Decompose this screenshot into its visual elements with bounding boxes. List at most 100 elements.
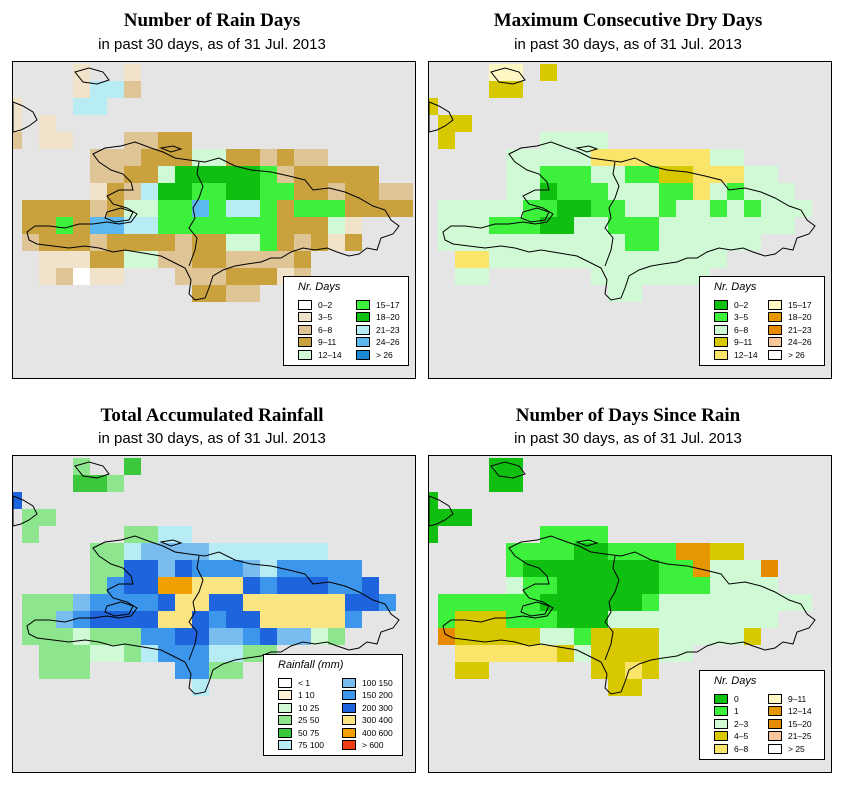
grid-cell <box>260 594 277 611</box>
grid-cell <box>489 645 506 662</box>
grid-cell <box>141 628 158 645</box>
grid-cell <box>506 560 523 577</box>
legend-swatch <box>714 312 728 323</box>
grid-cell <box>710 149 727 166</box>
grid-cell <box>294 234 311 251</box>
legend-swatch <box>356 312 370 323</box>
grid-cell <box>294 217 311 234</box>
grid-cell <box>591 594 608 611</box>
grid-cell <box>625 577 642 594</box>
grid-cell <box>455 251 472 268</box>
grid-cell <box>625 594 642 611</box>
legend-swatch <box>342 690 356 701</box>
grid-cell <box>209 251 226 268</box>
grid-cell <box>90 594 107 611</box>
grid-cell <box>659 543 676 560</box>
map-since-rain: Nr. Days 0 1 2–3 4–5 6–8 9–11 12–14 15–20 21–25 > … <box>428 455 832 773</box>
grid-cell <box>362 594 379 611</box>
grid-cell <box>90 81 107 98</box>
legend-label: 10 25 <box>298 702 320 713</box>
grid-cell <box>472 611 489 628</box>
grid-cell <box>642 628 659 645</box>
grid-cell <box>591 132 608 149</box>
map-rain-days: Nr. Days 0–2 3–5 6–8 9–11 12–14 15–17 18–20 21–2… <box>12 61 416 379</box>
grid-cell <box>294 577 311 594</box>
grid-cell <box>175 200 192 217</box>
grid-map-svg <box>13 64 413 302</box>
grid-cell <box>124 526 141 543</box>
grid-cell <box>175 234 192 251</box>
grid-cell <box>574 251 591 268</box>
grid-cell <box>727 200 744 217</box>
grid-cell <box>489 628 506 645</box>
grid-cell <box>209 594 226 611</box>
grid-cell <box>13 115 22 132</box>
grid-cell <box>124 611 141 628</box>
grid-cell <box>124 234 141 251</box>
grid-cell <box>158 526 175 543</box>
legend-label: 1 10 <box>298 690 315 701</box>
grid-cell <box>13 492 22 509</box>
coastline <box>520 601 550 617</box>
legend-swatch <box>714 337 728 348</box>
grid-cell <box>13 132 22 149</box>
grid-cell <box>73 458 90 475</box>
grid-cell <box>557 560 574 577</box>
grid-map-svg <box>429 458 816 696</box>
legend-swatch <box>298 324 312 335</box>
grid-cell <box>73 662 90 679</box>
grid-cell <box>124 645 141 662</box>
grid-cell <box>710 183 727 200</box>
grid-cell <box>90 166 107 183</box>
grid-cell <box>379 594 396 611</box>
coastline <box>159 145 183 153</box>
grid-cell <box>472 645 489 662</box>
grid-cell <box>39 251 56 268</box>
grid-cell <box>141 611 158 628</box>
grid-cell <box>277 149 294 166</box>
legend-label: 15–17 <box>788 300 812 310</box>
grid-cell <box>727 628 744 645</box>
grid-cell <box>625 628 642 645</box>
coastline <box>104 207 134 223</box>
grid-cell <box>625 183 642 200</box>
grid-cell <box>243 268 260 285</box>
grid-cell <box>506 234 523 251</box>
legend-swatch <box>768 349 782 360</box>
legend-label: 0–2 <box>734 300 749 310</box>
grid-cell <box>693 183 710 200</box>
grid-cell <box>489 217 506 234</box>
panel-subtitle-dry-days: in past 30 days, as of 31 Jul. 2013 <box>514 36 742 53</box>
grid-cell <box>523 234 540 251</box>
grid-cell <box>277 594 294 611</box>
grid-cell <box>693 149 710 166</box>
grid-cell <box>438 234 455 251</box>
grid-cell <box>625 234 642 251</box>
grid-cell <box>693 577 710 594</box>
legend-label: < 1 <box>298 678 311 688</box>
grid-cell <box>294 149 311 166</box>
grid-cell <box>591 577 608 594</box>
grid-map-svg <box>429 64 816 302</box>
grid-map-svg <box>13 458 400 696</box>
grid-cell <box>226 166 243 183</box>
grid-cell <box>158 149 175 166</box>
grid-cell <box>642 594 659 611</box>
border-line <box>188 555 204 661</box>
grid-cell <box>73 628 90 645</box>
grid-cell <box>396 183 413 200</box>
grid-cell <box>175 577 192 594</box>
grid-cell <box>277 611 294 628</box>
grid-cell <box>158 611 175 628</box>
grid-cell <box>625 166 642 183</box>
grid-cell <box>328 234 345 251</box>
grid-cell <box>574 166 591 183</box>
grid-cell <box>659 251 676 268</box>
grid-cell <box>175 132 192 149</box>
legend-swatch <box>714 706 728 717</box>
map-legend: Nr. Days 0 1 2–3 4–5 6–8 9–11 12–14 15–20 21–25 > … <box>699 670 825 760</box>
grid-cell <box>260 628 277 645</box>
legend-swatch <box>768 324 782 335</box>
grid-cell <box>642 560 659 577</box>
legend-swatch <box>278 678 292 688</box>
